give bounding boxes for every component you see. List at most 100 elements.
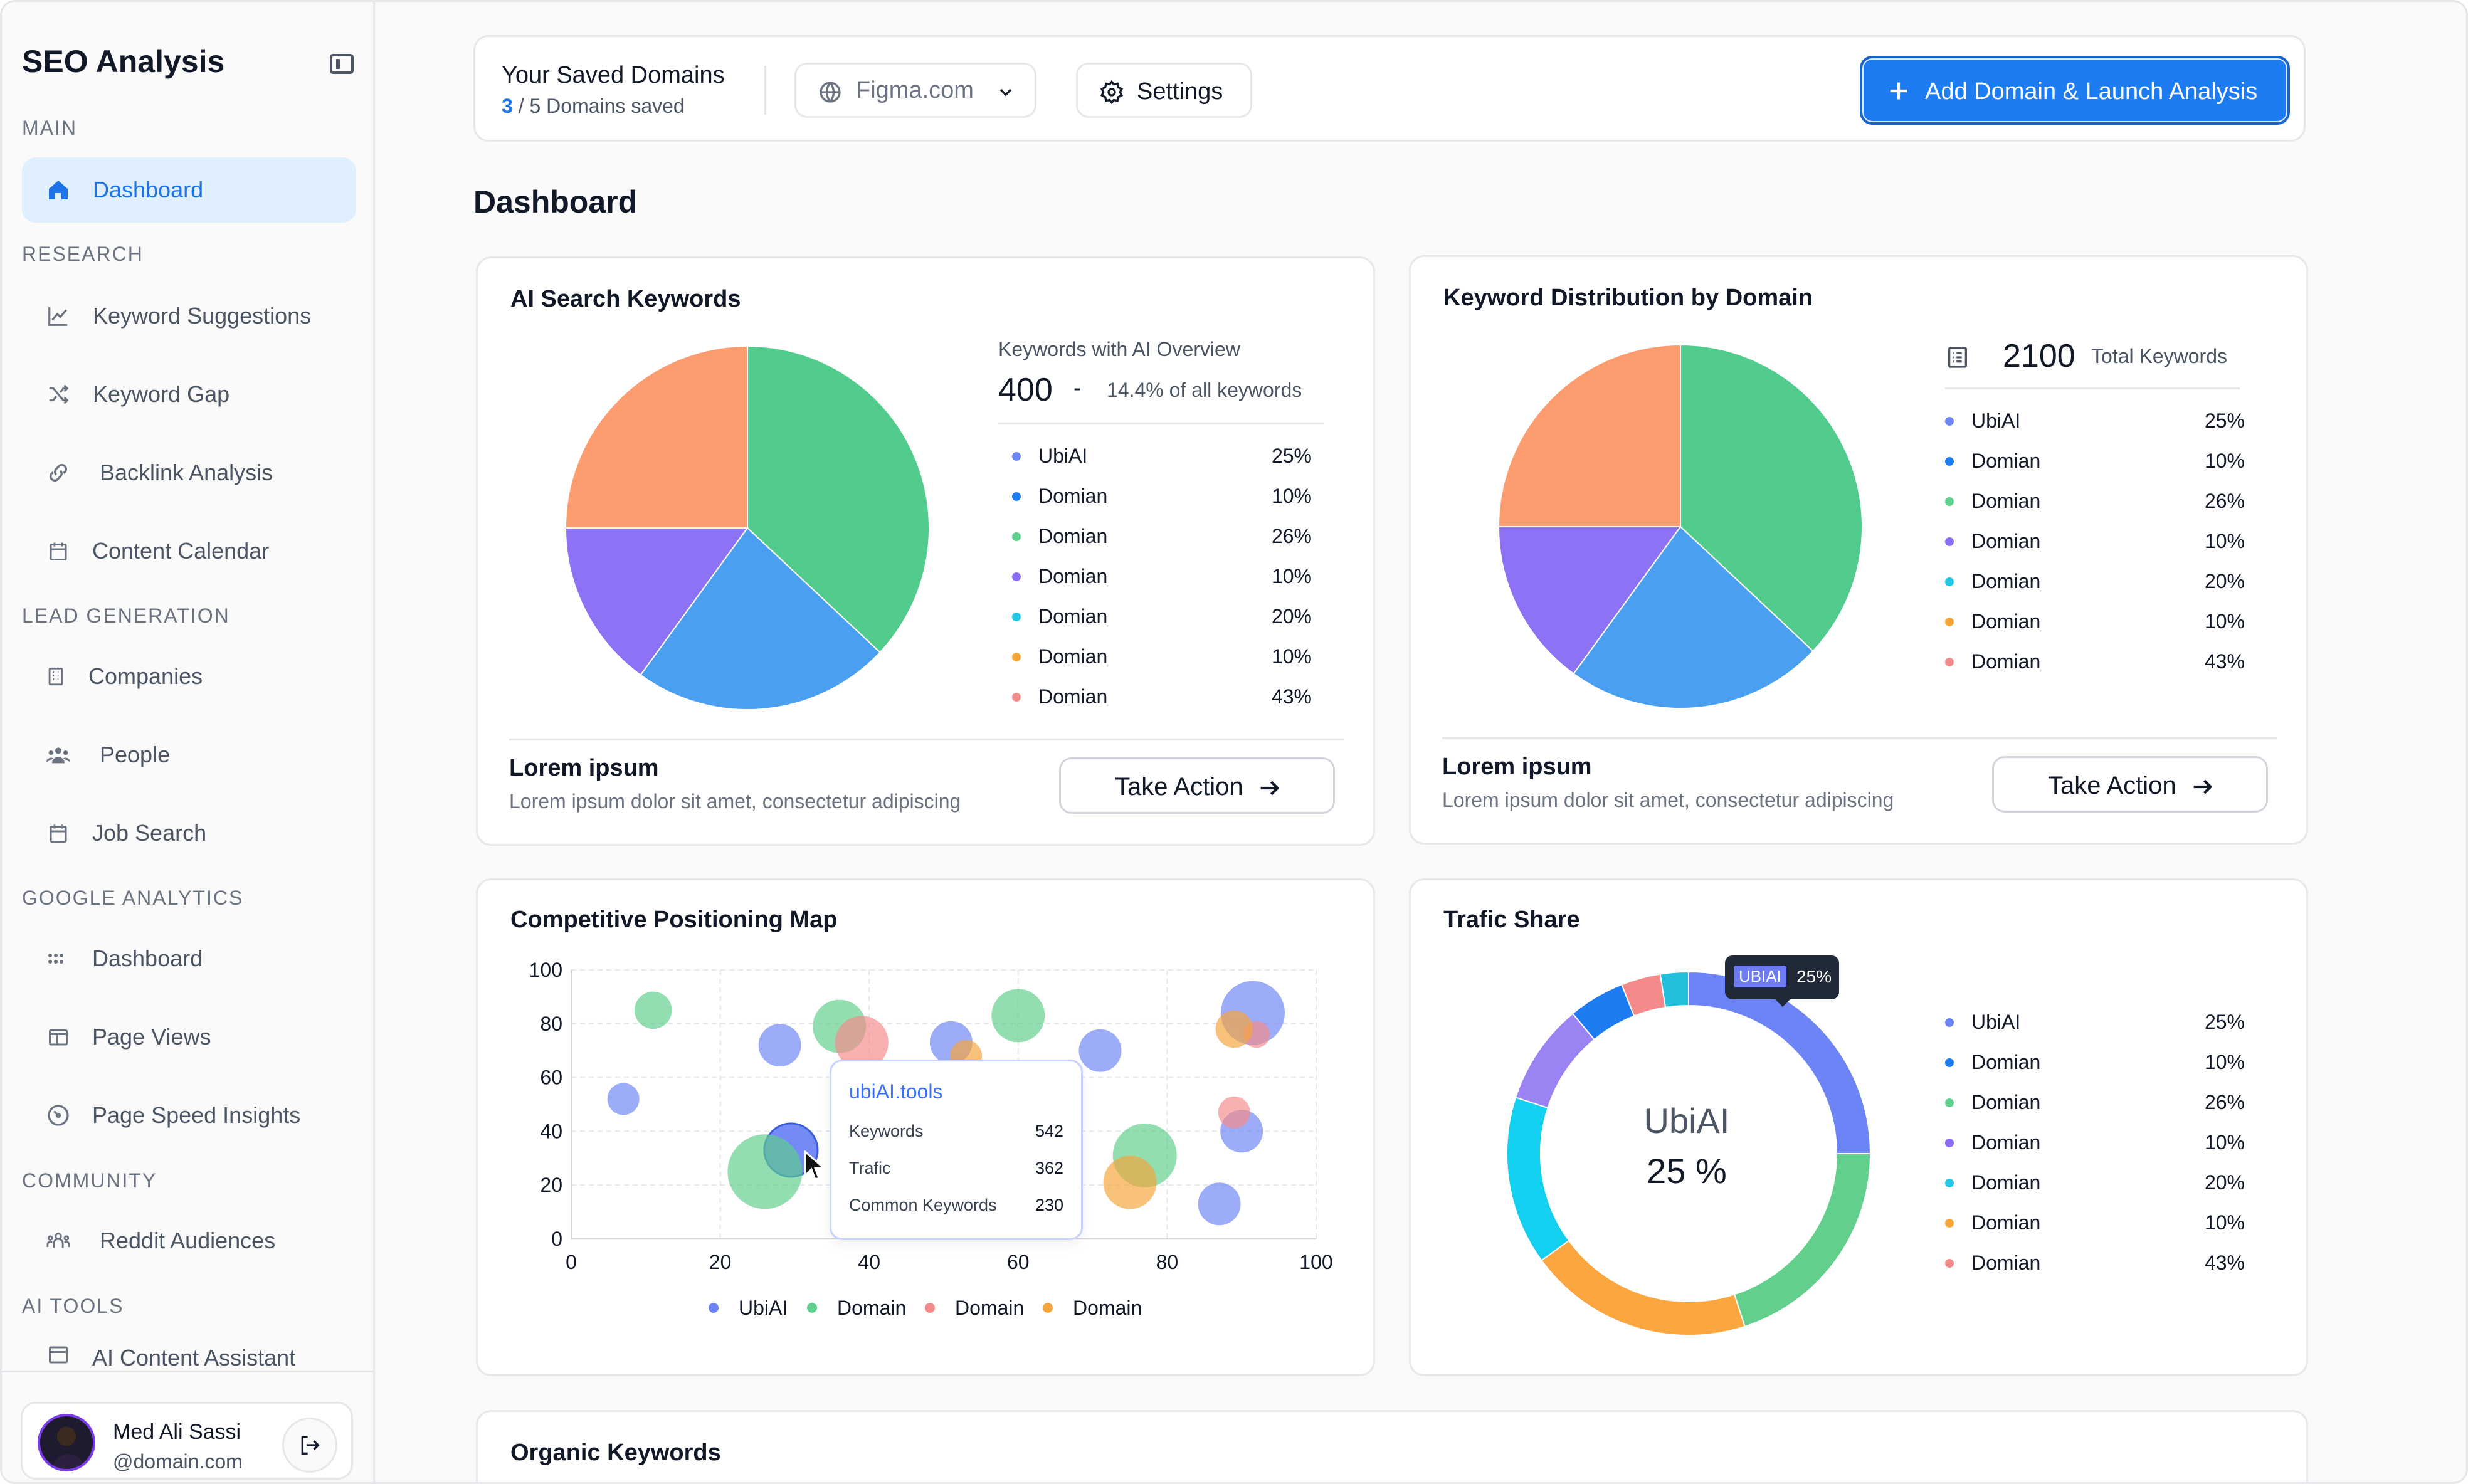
scatter-point[interactable]: [1103, 1155, 1157, 1209]
calendar-icon: [46, 821, 71, 846]
sidebar-toggle-icon[interactable]: [330, 54, 354, 74]
shuffle-icon: [46, 382, 71, 407]
badge-value: 25%: [1796, 967, 1832, 986]
sidebar-item-content-calendar[interactable]: Content Calendar: [22, 518, 356, 584]
donut-segment-7[interactable]: [1659, 971, 1689, 1009]
legend-item: Domian: [1945, 1171, 2040, 1194]
layout-icon: [46, 1024, 71, 1050]
legend-dot: [1945, 1138, 1954, 1147]
sidebar-item-reddit-audiences[interactable]: Reddit Audiences: [22, 1208, 356, 1273]
scatter-point[interactable]: [1218, 1096, 1250, 1129]
logout-button[interactable]: [282, 1418, 337, 1473]
scatter-point[interactable]: [727, 1134, 803, 1209]
pie-slice-1[interactable]: [640, 527, 881, 710]
tooltip-value: 362: [1035, 1159, 1063, 1177]
sidebar-item-backlink-analysis[interactable]: Backlink Analysis: [22, 440, 356, 505]
pie-slice-3[interactable]: [1497, 344, 1681, 527]
scatter-point[interactable]: [1078, 1029, 1122, 1072]
legend-label: UbiAI: [1971, 409, 2021, 432]
legend-label: UbiAI: [1971, 1011, 2021, 1033]
sidebar-item-page-views[interactable]: Page Views: [22, 1004, 356, 1070]
scatter-point[interactable]: [1215, 1010, 1253, 1048]
scatter-point[interactable]: [634, 991, 672, 1029]
legend-item: Domian: [1012, 645, 1107, 668]
user-card[interactable]: Med Ali Sassi @domain.com: [21, 1402, 353, 1480]
legend-dot: [1945, 1178, 1954, 1187]
section-community: COMMUNITY: [22, 1169, 157, 1192]
page-title: Dashboard: [473, 184, 638, 219]
legend-dot: [1945, 617, 1954, 626]
pie-slice-2[interactable]: [564, 527, 749, 676]
kw-value: 400: [998, 372, 1053, 408]
sidebar-item-ai-content-assistant[interactable]: AI Content Assistant: [22, 1334, 356, 1371]
sidebar-item-keyword-suggestions[interactable]: Keyword Suggestions: [22, 283, 356, 349]
list-icon: [1945, 344, 1970, 374]
legend-item: Domian: [1945, 1051, 2040, 1074]
legend-dot: [709, 1303, 719, 1313]
legend-value: 26%: [2204, 490, 2245, 512]
globe-icon: [818, 80, 843, 108]
sidebar-item-label: Companies: [88, 663, 203, 689]
legend-dot: [1012, 652, 1021, 661]
arrow-right-icon: [1257, 776, 1282, 804]
badge-tag: UBIAI: [1734, 966, 1786, 987]
sidebar-item-label: Keyword Suggestions: [93, 303, 312, 329]
settings-button[interactable]: Settings: [1076, 63, 1252, 118]
sidebar: SEO Analysis MAIN Dashboard RESEARCH Key…: [2, 2, 375, 1482]
legend-item: Domian: [1945, 610, 2040, 633]
legend-item: Domian: [1945, 530, 2040, 553]
gauge-icon: [46, 1103, 71, 1128]
x-tick-label: 60: [1007, 1251, 1030, 1273]
legend-value: 10%: [1271, 565, 1312, 587]
legend-label: Domian: [1038, 485, 1108, 507]
scatter-point[interactable]: [758, 1024, 801, 1067]
take-action-button[interactable]: Take Action: [1059, 757, 1335, 814]
community-icon: [46, 1228, 71, 1253]
domain-select[interactable]: Figma.com: [794, 63, 1036, 118]
sidebar-item-dashboard[interactable]: Dashboard: [22, 157, 356, 223]
user-email: @domain.com: [113, 1450, 243, 1473]
legend-item: Domian: [1012, 685, 1107, 708]
pie-slice-1[interactable]: [1573, 525, 1814, 709]
legend-value: 10%: [2204, 1211, 2245, 1234]
x-tick-label: 0: [566, 1251, 577, 1273]
sidebar-item-keyword-gap[interactable]: Keyword Gap: [22, 362, 356, 427]
y-tick-label: 40: [540, 1120, 562, 1142]
scatter-point[interactable]: [607, 1083, 640, 1115]
add-domain-button[interactable]: Add Domain & Launch Analysis: [1860, 56, 2290, 125]
pie-slice-2[interactable]: [1497, 526, 1682, 675]
take-action-label: Take Action: [1115, 773, 1243, 801]
saved-domains-title: Your Saved Domains: [502, 62, 725, 88]
legend-dot: [1945, 1218, 1954, 1228]
divider: [1945, 387, 2240, 389]
legend-label: Domian: [1971, 1251, 2041, 1274]
sidebar-item-label: Reddit Audiences: [100, 1228, 276, 1253]
legend-dot: [1945, 657, 1954, 666]
legend-value: 20%: [2204, 1171, 2245, 1194]
legend-item: UbiAI: [1945, 1011, 2020, 1034]
take-action-button[interactable]: Take Action: [1992, 756, 2268, 813]
legend-label: Domian: [1971, 530, 2041, 552]
donut-segment-2[interactable]: [1540, 1239, 1746, 1336]
scatter-point[interactable]: [991, 989, 1045, 1043]
grid-dots-icon: [46, 946, 71, 971]
sidebar-item-page-speed-insights[interactable]: Page Speed Insights: [22, 1083, 356, 1148]
legend-value: 10%: [2204, 1051, 2245, 1073]
donut-segment-4[interactable]: [1514, 1013, 1595, 1109]
scatter-point[interactable]: [835, 1016, 889, 1070]
donut-segment-3[interactable]: [1506, 1097, 1570, 1261]
scatter-point[interactable]: [1198, 1182, 1241, 1226]
sidebar-item-job-search[interactable]: Job Search: [22, 801, 356, 866]
sidebar-item-companies[interactable]: Companies: [22, 644, 356, 709]
legend-item: Domian: [1945, 1211, 2040, 1234]
legend-dot: [1945, 1058, 1954, 1067]
pie-slice-3[interactable]: [564, 345, 748, 529]
sidebar-item-ga-dashboard[interactable]: Dashboard: [22, 926, 356, 991]
legend-item: Domian: [1945, 1251, 2040, 1275]
legend-label: Domian: [1971, 1211, 2041, 1234]
saved-domains-count: 3 / 5 Domains saved: [502, 95, 685, 117]
sidebar-item-people[interactable]: People: [22, 722, 356, 787]
pie-slice-0[interactable]: [1680, 344, 1863, 652]
legend-value: 10%: [2204, 610, 2245, 633]
pie-slice-0[interactable]: [747, 345, 930, 653]
